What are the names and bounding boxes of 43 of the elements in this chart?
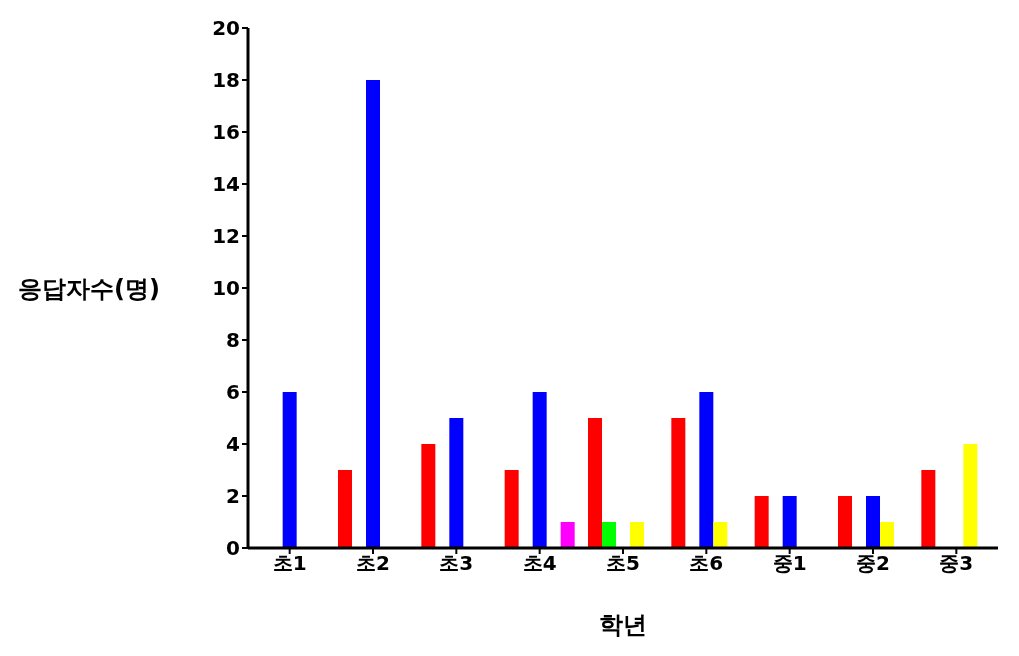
x-tick-label: 초2: [356, 551, 390, 576]
bar: [866, 496, 880, 548]
y-axis-title: 응답자수(명): [18, 274, 160, 303]
x-tick-label: 중1: [772, 551, 807, 576]
bar: [671, 418, 686, 548]
bar: [338, 470, 352, 548]
bar: [560, 522, 575, 548]
x-tick-label: 초5: [606, 551, 640, 576]
y-tick-label: 12: [212, 224, 240, 249]
y-tick-label: 6: [226, 380, 240, 405]
bar: [963, 444, 978, 548]
bar: [921, 470, 936, 548]
bar: [699, 392, 714, 548]
bar: [366, 80, 380, 548]
y-tick-label: 8: [226, 328, 240, 353]
bar: [782, 496, 797, 548]
y-tick-label: 2: [226, 484, 240, 509]
x-tick-label: 중2: [856, 551, 890, 576]
x-axis-title: 학년: [599, 611, 647, 639]
x-tick-label: 초1: [272, 551, 307, 576]
x-tick-label: 초3: [439, 551, 474, 576]
y-tick-label: 16: [212, 120, 240, 145]
bar: [713, 522, 728, 548]
bar: [532, 392, 547, 548]
bar: [588, 418, 602, 548]
bar: [838, 496, 852, 548]
x-tick-label: 초4: [522, 551, 557, 576]
y-tick-label: 20: [212, 16, 240, 41]
bar: [754, 496, 769, 548]
bar: [602, 522, 616, 548]
y-tick-label: 14: [212, 172, 240, 197]
y-tick-label: 10: [212, 276, 240, 301]
y-tick-label: 4: [226, 432, 240, 457]
bar: [630, 522, 644, 548]
bar: [449, 418, 464, 548]
x-tick-label: 중3: [939, 551, 974, 576]
bar: [282, 392, 297, 548]
y-tick-label: 0: [226, 536, 240, 561]
bar: [504, 470, 519, 548]
bar: [421, 444, 436, 548]
bar: [880, 522, 894, 548]
x-tick-label: 초6: [689, 551, 724, 576]
y-tick-label: 18: [212, 68, 240, 93]
